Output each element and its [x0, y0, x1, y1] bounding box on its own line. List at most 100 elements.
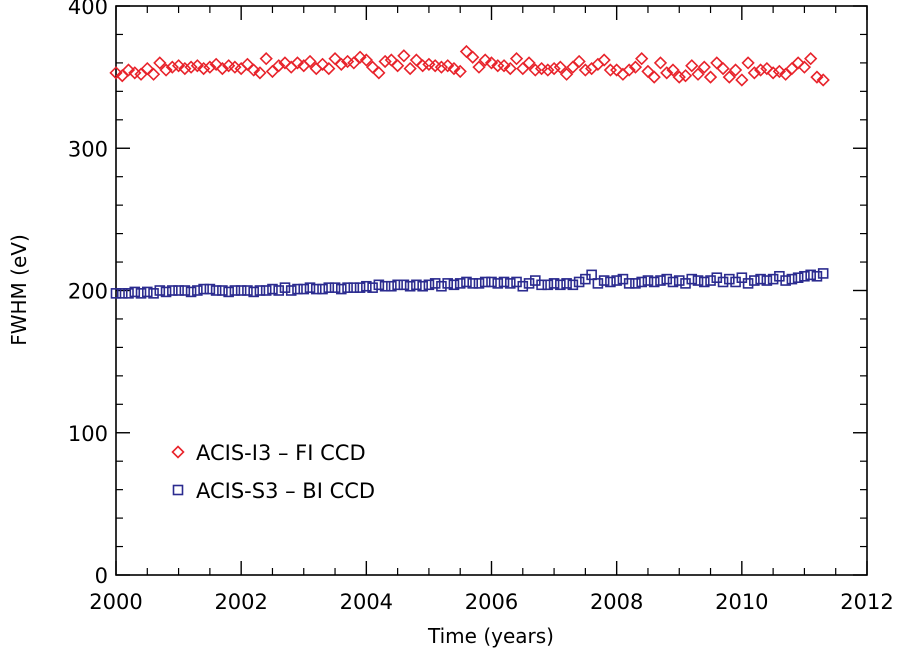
data-point: [217, 285, 228, 296]
data-point: [160, 286, 172, 298]
data-point: [429, 278, 441, 289]
series-bi-ccd: [110, 268, 829, 299]
data-point: [210, 285, 222, 296]
data-point: [192, 285, 203, 296]
data-point: [334, 57, 348, 71]
data-point: [516, 61, 530, 76]
data-point: [284, 60, 298, 74]
data-point: [703, 70, 718, 84]
data-point: [323, 282, 335, 293]
data-point: [804, 52, 818, 66]
data-point: [522, 56, 536, 70]
data-point: [248, 286, 259, 298]
data-point: [611, 275, 622, 286]
data-point: [479, 276, 491, 288]
data-point: [622, 63, 636, 77]
data-point: [630, 278, 641, 289]
data-point: [409, 53, 424, 67]
data-point: [710, 56, 724, 70]
data-point: [728, 63, 743, 77]
data-point: [459, 44, 474, 59]
data-point: [242, 285, 253, 296]
data-point: [173, 285, 184, 296]
data-point: [329, 282, 341, 293]
data-point: [203, 60, 217, 74]
data-point: [303, 54, 317, 69]
data-point: [598, 275, 610, 286]
data-point: [686, 273, 698, 285]
data-point: [342, 282, 353, 293]
data-point: [561, 278, 572, 289]
legend-label-fi-ccd: ACIS-I3 – FI CCD: [196, 441, 366, 465]
data-point: [655, 275, 666, 286]
data-point: [610, 63, 624, 77]
data-point: [572, 54, 586, 69]
data-point: [772, 64, 787, 79]
data-point: [559, 67, 574, 81]
data-point: [753, 63, 768, 77]
data-point: [354, 282, 366, 293]
data-point: [473, 278, 485, 289]
data-point: [417, 280, 428, 292]
data-point: [204, 283, 216, 295]
data-point: [648, 276, 660, 288]
data-point: [716, 61, 730, 76]
data-point: [259, 52, 273, 66]
data-point: [436, 280, 447, 292]
data-point: [486, 276, 497, 288]
data-point: [497, 59, 511, 73]
series-fi-ccd: [109, 44, 830, 87]
data-point: [517, 280, 529, 292]
data-point: [528, 63, 542, 77]
data-point: [373, 279, 385, 291]
data-point: [159, 63, 173, 77]
data-point: [749, 275, 760, 286]
legend-square-icon: [172, 484, 184, 496]
data-point: [591, 57, 605, 71]
data-point: [685, 59, 699, 73]
data-point: [573, 276, 585, 288]
data-point: [178, 61, 192, 76]
data-point: [290, 56, 305, 70]
legend-diamond-icon: [171, 445, 185, 459]
data-point: [298, 283, 310, 295]
data-point: [348, 282, 360, 293]
legend-marker-fi-ccd: [171, 445, 185, 459]
data-point: [353, 50, 367, 64]
data-point: [453, 64, 467, 79]
data-point: [447, 61, 461, 76]
y-axis-ticks: 0 100 200 300 400: [68, 0, 867, 588]
data-point: [641, 64, 655, 79]
data-point: [628, 60, 643, 74]
data-point: [492, 278, 504, 289]
data-point: [196, 61, 211, 76]
data-point: [265, 64, 280, 79]
data-point: [548, 278, 560, 289]
data-point: [141, 286, 153, 298]
data-point: [736, 272, 748, 283]
data-point: [747, 66, 761, 80]
data-point: [148, 288, 159, 299]
data-point: [786, 273, 798, 285]
data-point: [698, 276, 710, 288]
data-point: [760, 61, 774, 76]
data-point: [403, 61, 417, 76]
data-point: [722, 70, 736, 84]
x-axis-title: Time (years): [427, 624, 554, 648]
data-point: [567, 279, 579, 291]
data-point: [767, 273, 779, 285]
data-point: [755, 273, 766, 285]
data-point: [691, 67, 705, 81]
data-point: [797, 60, 812, 74]
data-point: [647, 70, 661, 84]
data-point: [135, 288, 147, 299]
data-point: [423, 279, 435, 291]
data-point: [198, 283, 209, 295]
data-point: [592, 278, 604, 289]
data-point: [542, 279, 554, 291]
data-point: [673, 275, 685, 286]
y-tick-label: 300: [68, 137, 108, 161]
data-point: [367, 282, 378, 293]
